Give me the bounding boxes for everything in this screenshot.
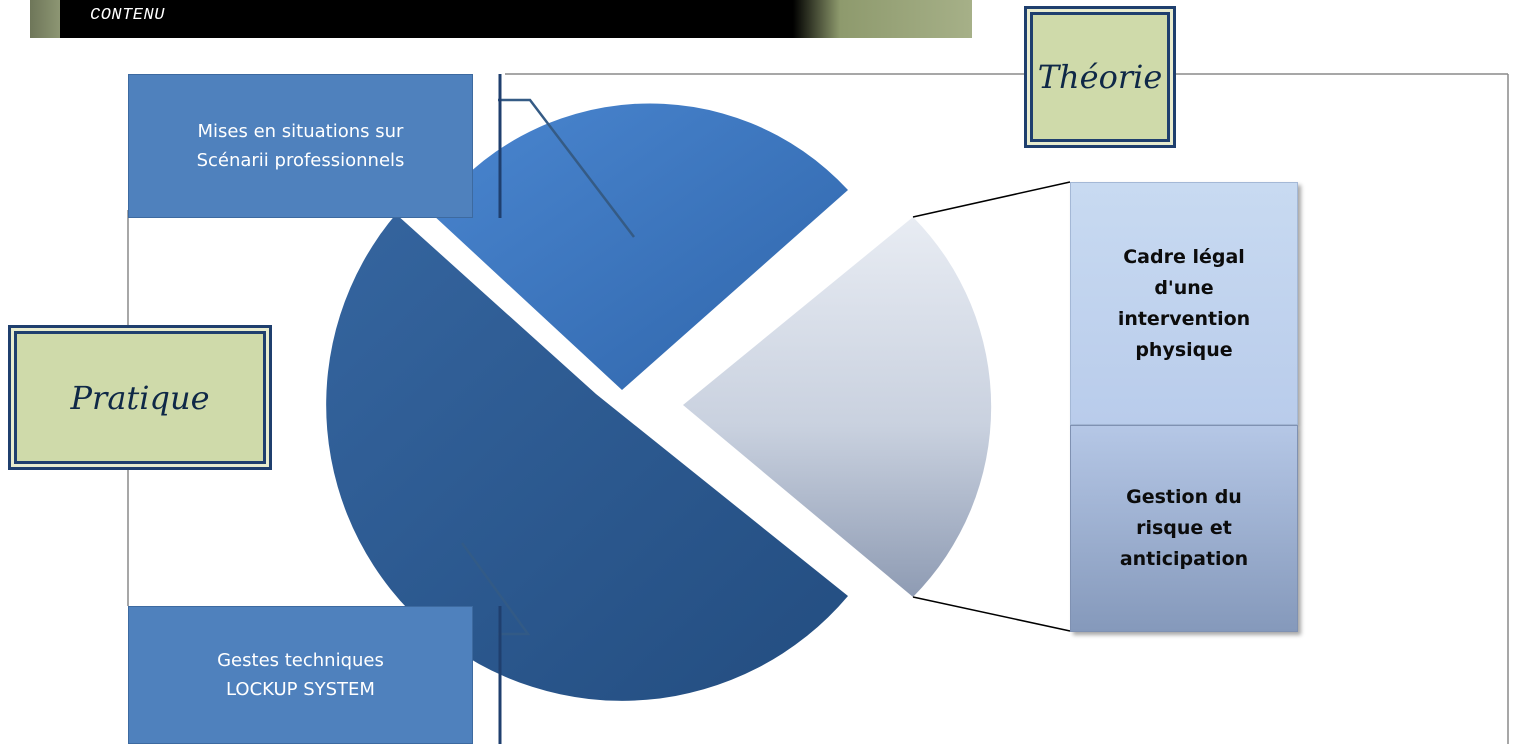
theory-frame-text: Théorie bbox=[1037, 58, 1163, 96]
theory-item-risk-management: Gestion du risque et anticipation bbox=[1070, 425, 1298, 632]
label-technical-gestures: Gestes techniques LOCKUP SYSTEM bbox=[128, 606, 473, 744]
header-bar bbox=[30, 0, 972, 38]
pie-segment-top bbox=[432, 103, 848, 390]
theory-item-risk-management-text: Gestion du risque et anticipation bbox=[1119, 486, 1249, 570]
practice-frame: Pratique bbox=[8, 325, 272, 470]
connector-top bbox=[498, 98, 635, 238]
connector-bottom bbox=[460, 542, 531, 636]
theory-frame: Théorie bbox=[1024, 6, 1176, 148]
practice-frame-text: Pratique bbox=[70, 378, 210, 417]
header-accent bbox=[30, 0, 60, 38]
label-practice-scenarios-text: Mises en situations sur Scénarii profess… bbox=[196, 121, 405, 171]
header-title: CONTENU bbox=[90, 6, 165, 25]
theory-item-legal-framework-text: Cadre légal d'une intervention physique bbox=[1117, 245, 1251, 361]
label-practice-scenarios: Mises en situations sur Scénarii profess… bbox=[128, 74, 473, 218]
pie-segment-large bbox=[326, 214, 848, 701]
theory-item-legal-framework: Cadre légal d'une intervention physique bbox=[1070, 182, 1298, 425]
connector-theory-bottom bbox=[912, 596, 1071, 632]
connector-theory-top bbox=[912, 181, 1071, 218]
pie-segment-light bbox=[683, 217, 992, 597]
label-technical-gestures-text: Gestes techniques LOCKUP SYSTEM bbox=[217, 650, 384, 700]
